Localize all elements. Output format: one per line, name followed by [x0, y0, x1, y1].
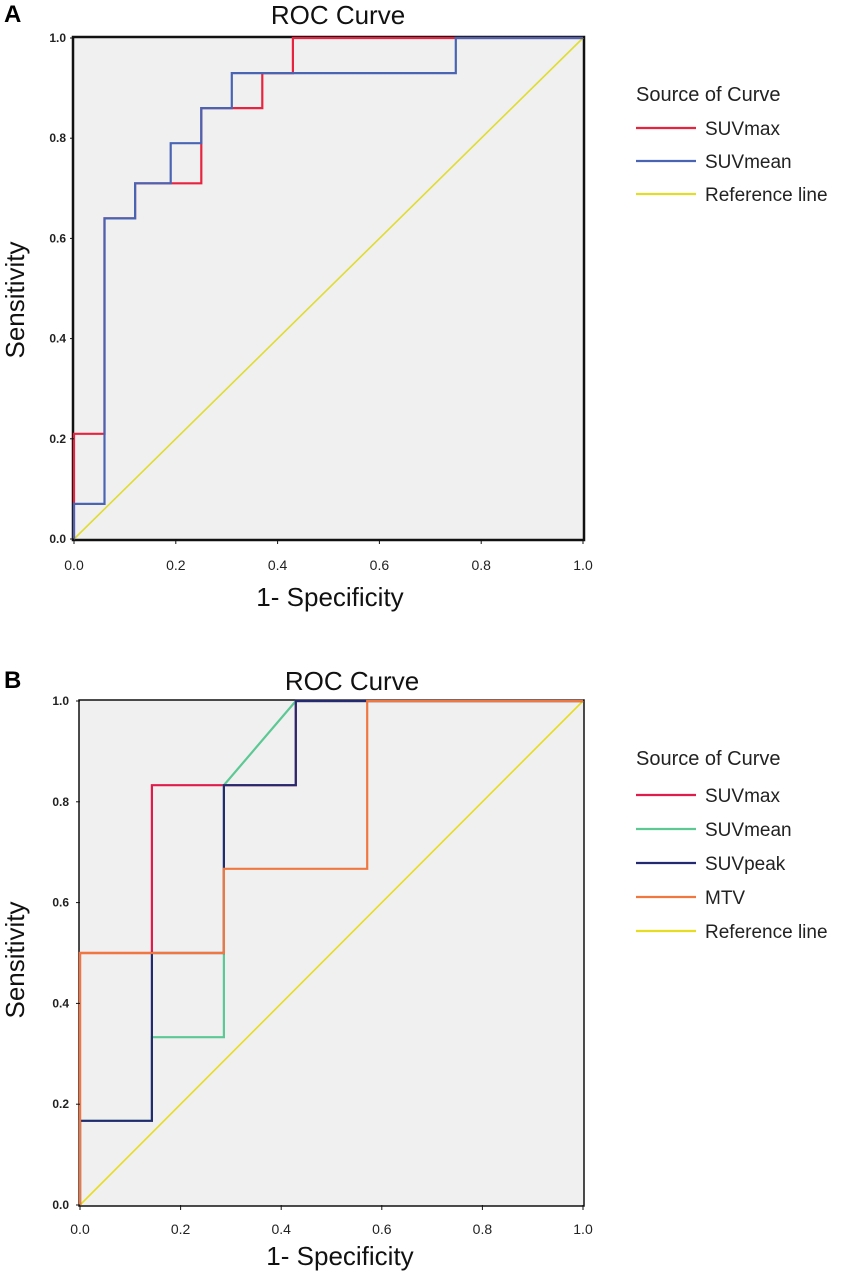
panel-a-x-axis-title: 1- Specificity: [256, 582, 403, 612]
panel-a-x-tick-label: 0.6: [370, 557, 390, 573]
panel-a-series: [72, 36, 584, 540]
panel-b-legend-label-suvpeak: SUVpeak: [705, 854, 786, 875]
panel-a-y-tick-label: 0.8: [49, 131, 66, 145]
panel-a-x-tick-label: 1.0: [573, 557, 593, 573]
panel-a-x-tick-label: 0.0: [64, 557, 84, 573]
panel-a-letter: A: [4, 1, 21, 28]
panel-b-y-ticks: 0.0 0.2 0.4 0.6 0.8 1.0: [52, 694, 80, 1212]
panel-a-legend-label-reference-line: Reference line: [705, 185, 828, 206]
panel-a-y-axis-title: Sensitivity: [0, 241, 30, 358]
panel-a-legend: SUVmax SUVmean Reference line: [636, 119, 828, 206]
panel-b-x-tick-label: 0.6: [372, 1221, 392, 1237]
panel-b-series-reference-line-line: [79, 700, 584, 1206]
panel-b-x-ticks: 0.0 0.2 0.4 0.6 0.8 1.0: [70, 1205, 593, 1237]
panel-a-series-suvmean-line: [72, 36, 583, 539]
panel-b-x-tick-label: 1.0: [573, 1221, 593, 1237]
panel-a-x-tick-label: 0.4: [268, 557, 288, 573]
panel-a-y-ticks: 0.0 0.2 0.4 0.6 0.8 1.0: [49, 31, 74, 546]
panel-a-series-reference-line-line: [73, 37, 584, 540]
panel-a-legend-title: Source of Curve: [636, 84, 781, 106]
panel-b-y-tick-label: 0.6: [52, 896, 69, 910]
panel-b-y-tick-label: 0.0: [52, 1198, 69, 1212]
panel-b-y-tick-label: 0.4: [52, 996, 69, 1010]
panel-a-title: ROC Curve: [271, 0, 405, 30]
panel-b-legend-label-reference-line: Reference line: [705, 922, 828, 943]
panel-b-legend: SUVmax SUVmean SUVpeak MTV Reference line: [636, 786, 828, 943]
panel-a-y-tick-label: 1.0: [49, 31, 66, 45]
panel-b-x-tick-label: 0.4: [271, 1221, 291, 1237]
panel-a-x-tick-label: 0.8: [471, 557, 491, 573]
panel-b-y-tick-label: 0.2: [52, 1097, 69, 1111]
panel-b-x-axis-title: 1- Specificity: [266, 1241, 413, 1271]
panel-b-title: ROC Curve: [285, 666, 419, 696]
panel-b-legend-title: Source of Curve: [636, 748, 781, 770]
panel-b-legend-label-suvmax: SUVmax: [705, 786, 780, 807]
panel-b-y-axis-title: Sensitivity: [0, 901, 30, 1018]
panel-a-y-tick-label: 0.6: [49, 231, 66, 245]
panel-b-y-tick-label: 1.0: [52, 694, 69, 708]
panel-b-legend-label-suvmean: SUVmean: [705, 820, 792, 841]
panel-b-x-tick-label: 0.8: [473, 1221, 493, 1237]
panel-a-y-tick-label: 0.0: [49, 532, 66, 546]
panel-b-legend-label-mtv: MTV: [705, 888, 745, 909]
panel-a-legend-label-suvmax: SUVmax: [705, 119, 780, 140]
panel-a-y-tick-label: 0.4: [49, 332, 66, 346]
panel-b-letter: B: [4, 667, 21, 694]
panel-a: A ROC Curve 0.0 0.2 0.4 0.6 0.8 1.0 0.0 0.2 0.4…: [0, 0, 828, 612]
panel-b-x-tick-label: 0.0: [70, 1221, 90, 1237]
panel-b: B ROC Curve 0.0 0.2 0.4 0.6 0.8 1.0 0.0 0.2 0.4…: [0, 666, 828, 1271]
panel-a-y-tick-label: 0.2: [49, 432, 66, 446]
panel-b-series-mtv-line: [78, 699, 583, 1205]
panel-a-x-ticks: 0.0 0.2 0.4 0.6 0.8 1.0: [64, 539, 593, 573]
panel-b-series: [78, 699, 584, 1206]
panel-a-legend-label-suvmean: SUVmean: [705, 152, 792, 173]
panel-b-y-tick-label: 0.8: [52, 795, 69, 809]
panel-b-x-tick-label: 0.2: [171, 1221, 191, 1237]
panel-a-x-tick-label: 0.2: [166, 557, 186, 573]
